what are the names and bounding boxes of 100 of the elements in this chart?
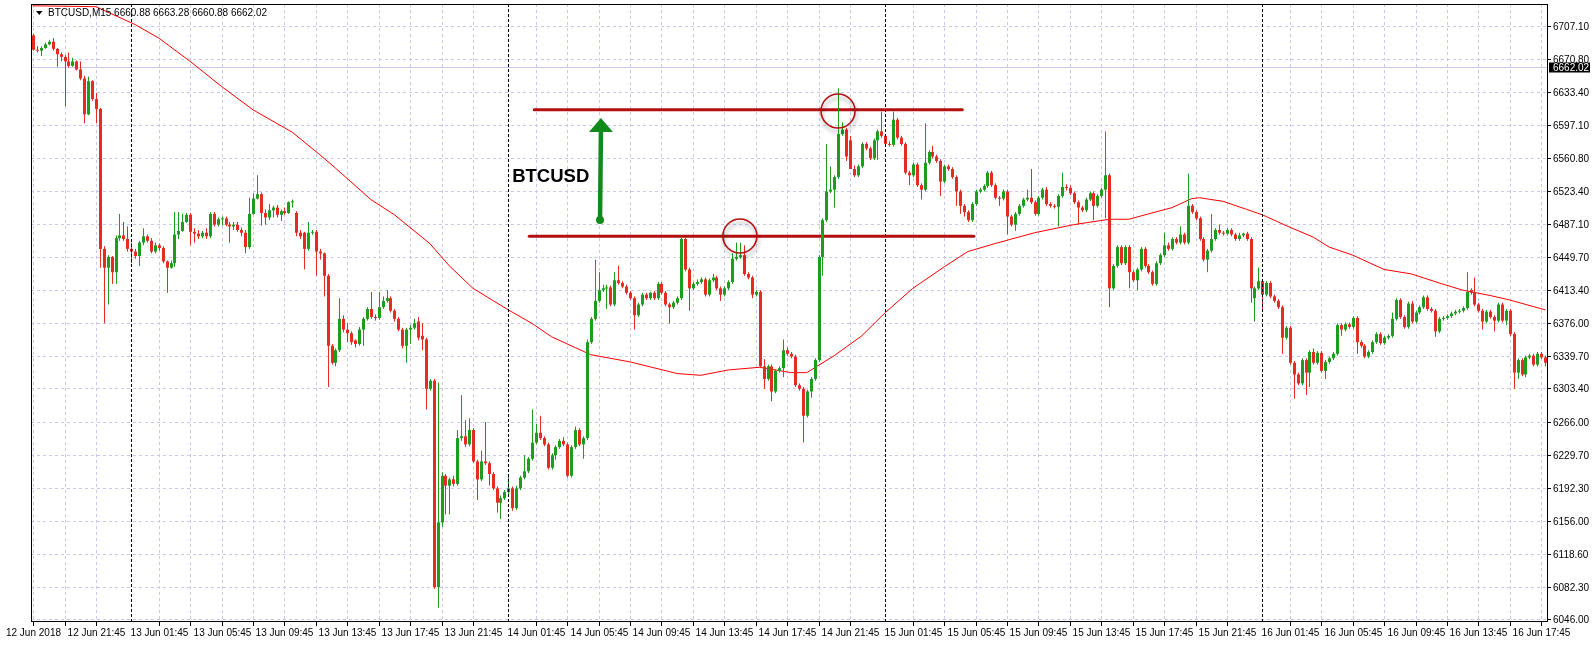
candlestick [1301, 357, 1304, 386]
candlestick [1501, 302, 1504, 323]
candlestick [79, 60, 82, 81]
candlestick [260, 191, 263, 227]
x-tick-label: 15 Jun 09:45 [1009, 627, 1068, 638]
candlestick [888, 140, 891, 148]
candlestick [107, 254, 110, 305]
candlestick [617, 265, 620, 286]
y-tick-label: 6082.30 [1553, 582, 1590, 593]
candlestick [103, 245, 106, 324]
y-tick-label: 6597.10 [1553, 120, 1590, 131]
candlestick [582, 435, 585, 460]
candlestick [998, 195, 1001, 207]
x-tick-label: 13 Jun 13:45 [318, 627, 377, 638]
x-tick-label: 16 Jun 13:45 [1449, 627, 1508, 638]
candlestick [763, 358, 766, 390]
candlestick [476, 459, 479, 501]
candlestick [209, 211, 212, 239]
y-tick-label: 6523.40 [1553, 186, 1590, 197]
candlestick [1411, 300, 1414, 324]
line-series [32, 5, 1546, 376]
candlestick [1120, 244, 1123, 266]
candlestick [1399, 297, 1402, 320]
candlestick [511, 486, 514, 512]
candlestick [1104, 130, 1107, 219]
candlestick [126, 225, 129, 253]
candlestick [1163, 232, 1166, 258]
candlestick [1061, 172, 1064, 199]
x-tick-label: 15 Jun 05:45 [947, 627, 1006, 638]
candlestick [358, 326, 361, 347]
annotation: BTCUSD [512, 164, 590, 186]
y-tick-label: 6560.80 [1553, 153, 1590, 164]
candlestick [1497, 302, 1500, 323]
candlestick [833, 174, 836, 209]
x-tick-label: 13 Jun 17:45 [381, 627, 440, 638]
y-tick-label: 6413.40 [1553, 285, 1590, 296]
y-tick-label: 6156.00 [1553, 516, 1590, 527]
candlestick [256, 174, 259, 201]
candlestick [464, 419, 467, 448]
x-tick-label: 13 Jun 21:45 [444, 627, 503, 638]
candlestick [1257, 267, 1260, 291]
candlestick [307, 221, 310, 252]
candlestick [814, 357, 817, 382]
candlestick [959, 189, 962, 215]
candlestick [943, 164, 946, 184]
candlestick [111, 255, 114, 285]
candlestick [1116, 244, 1119, 269]
x-tick-label: 14 Jun 17:45 [758, 627, 817, 638]
candlestick [515, 485, 518, 511]
candlestick [488, 460, 491, 487]
candlestick [1481, 308, 1484, 331]
candlestick [374, 313, 377, 322]
candlestick [1395, 297, 1398, 322]
y-tick-label: 6487.10 [1553, 219, 1590, 230]
y-tick-label: 6339.70 [1553, 351, 1590, 362]
candlestick [704, 277, 707, 297]
candlestick [64, 54, 67, 107]
x-tick-label: 13 Jun 01:45 [130, 627, 189, 638]
candlestick [547, 442, 550, 471]
candlestick [417, 316, 420, 341]
chart-title: BTCUSD,M15 6660.88 6663.28 6660.88 6662.02 [48, 7, 268, 18]
candlestick [311, 229, 314, 236]
candlestick [1391, 312, 1394, 339]
candlestick [1320, 350, 1323, 374]
candlestick [409, 324, 412, 345]
candlestick [876, 129, 879, 161]
candlestick [531, 408, 534, 462]
candlestick [496, 486, 499, 514]
candlestick [916, 162, 919, 188]
candlestick [590, 316, 593, 345]
candlestick [362, 316, 365, 347]
candlestick [91, 79, 94, 102]
candlestick [122, 221, 125, 242]
x-tick-label: 15 Jun 17:45 [1135, 627, 1194, 638]
candlestick [166, 260, 169, 294]
y-tick-label: 6449.70 [1553, 252, 1590, 263]
y-tick-label: 6670.80 [1553, 54, 1590, 65]
candlestick [594, 259, 597, 322]
candlestick [1065, 183, 1068, 192]
candlestick [1407, 301, 1410, 330]
candlestick [1155, 260, 1158, 287]
candlestick [1057, 193, 1060, 227]
candlestick [1324, 359, 1327, 380]
candlestick [523, 454, 526, 480]
candlestick [751, 275, 754, 299]
y-tick-label: 6046.00 [1553, 614, 1590, 625]
candlestick [1124, 244, 1127, 266]
y-tick-label: 6303.40 [1553, 383, 1590, 394]
candlestick [378, 291, 381, 321]
candlestick [499, 495, 502, 520]
candlestick [939, 158, 942, 197]
candlestick [405, 327, 408, 364]
candlestick [896, 117, 899, 140]
candlestick [189, 212, 192, 246]
candlestick [1308, 349, 1311, 388]
candlestick [609, 285, 612, 307]
x-tick-label: 16 Jun 17:45 [1512, 627, 1571, 638]
candlestick [810, 376, 813, 399]
candlestick [1442, 315, 1445, 322]
candlestick [468, 417, 471, 447]
